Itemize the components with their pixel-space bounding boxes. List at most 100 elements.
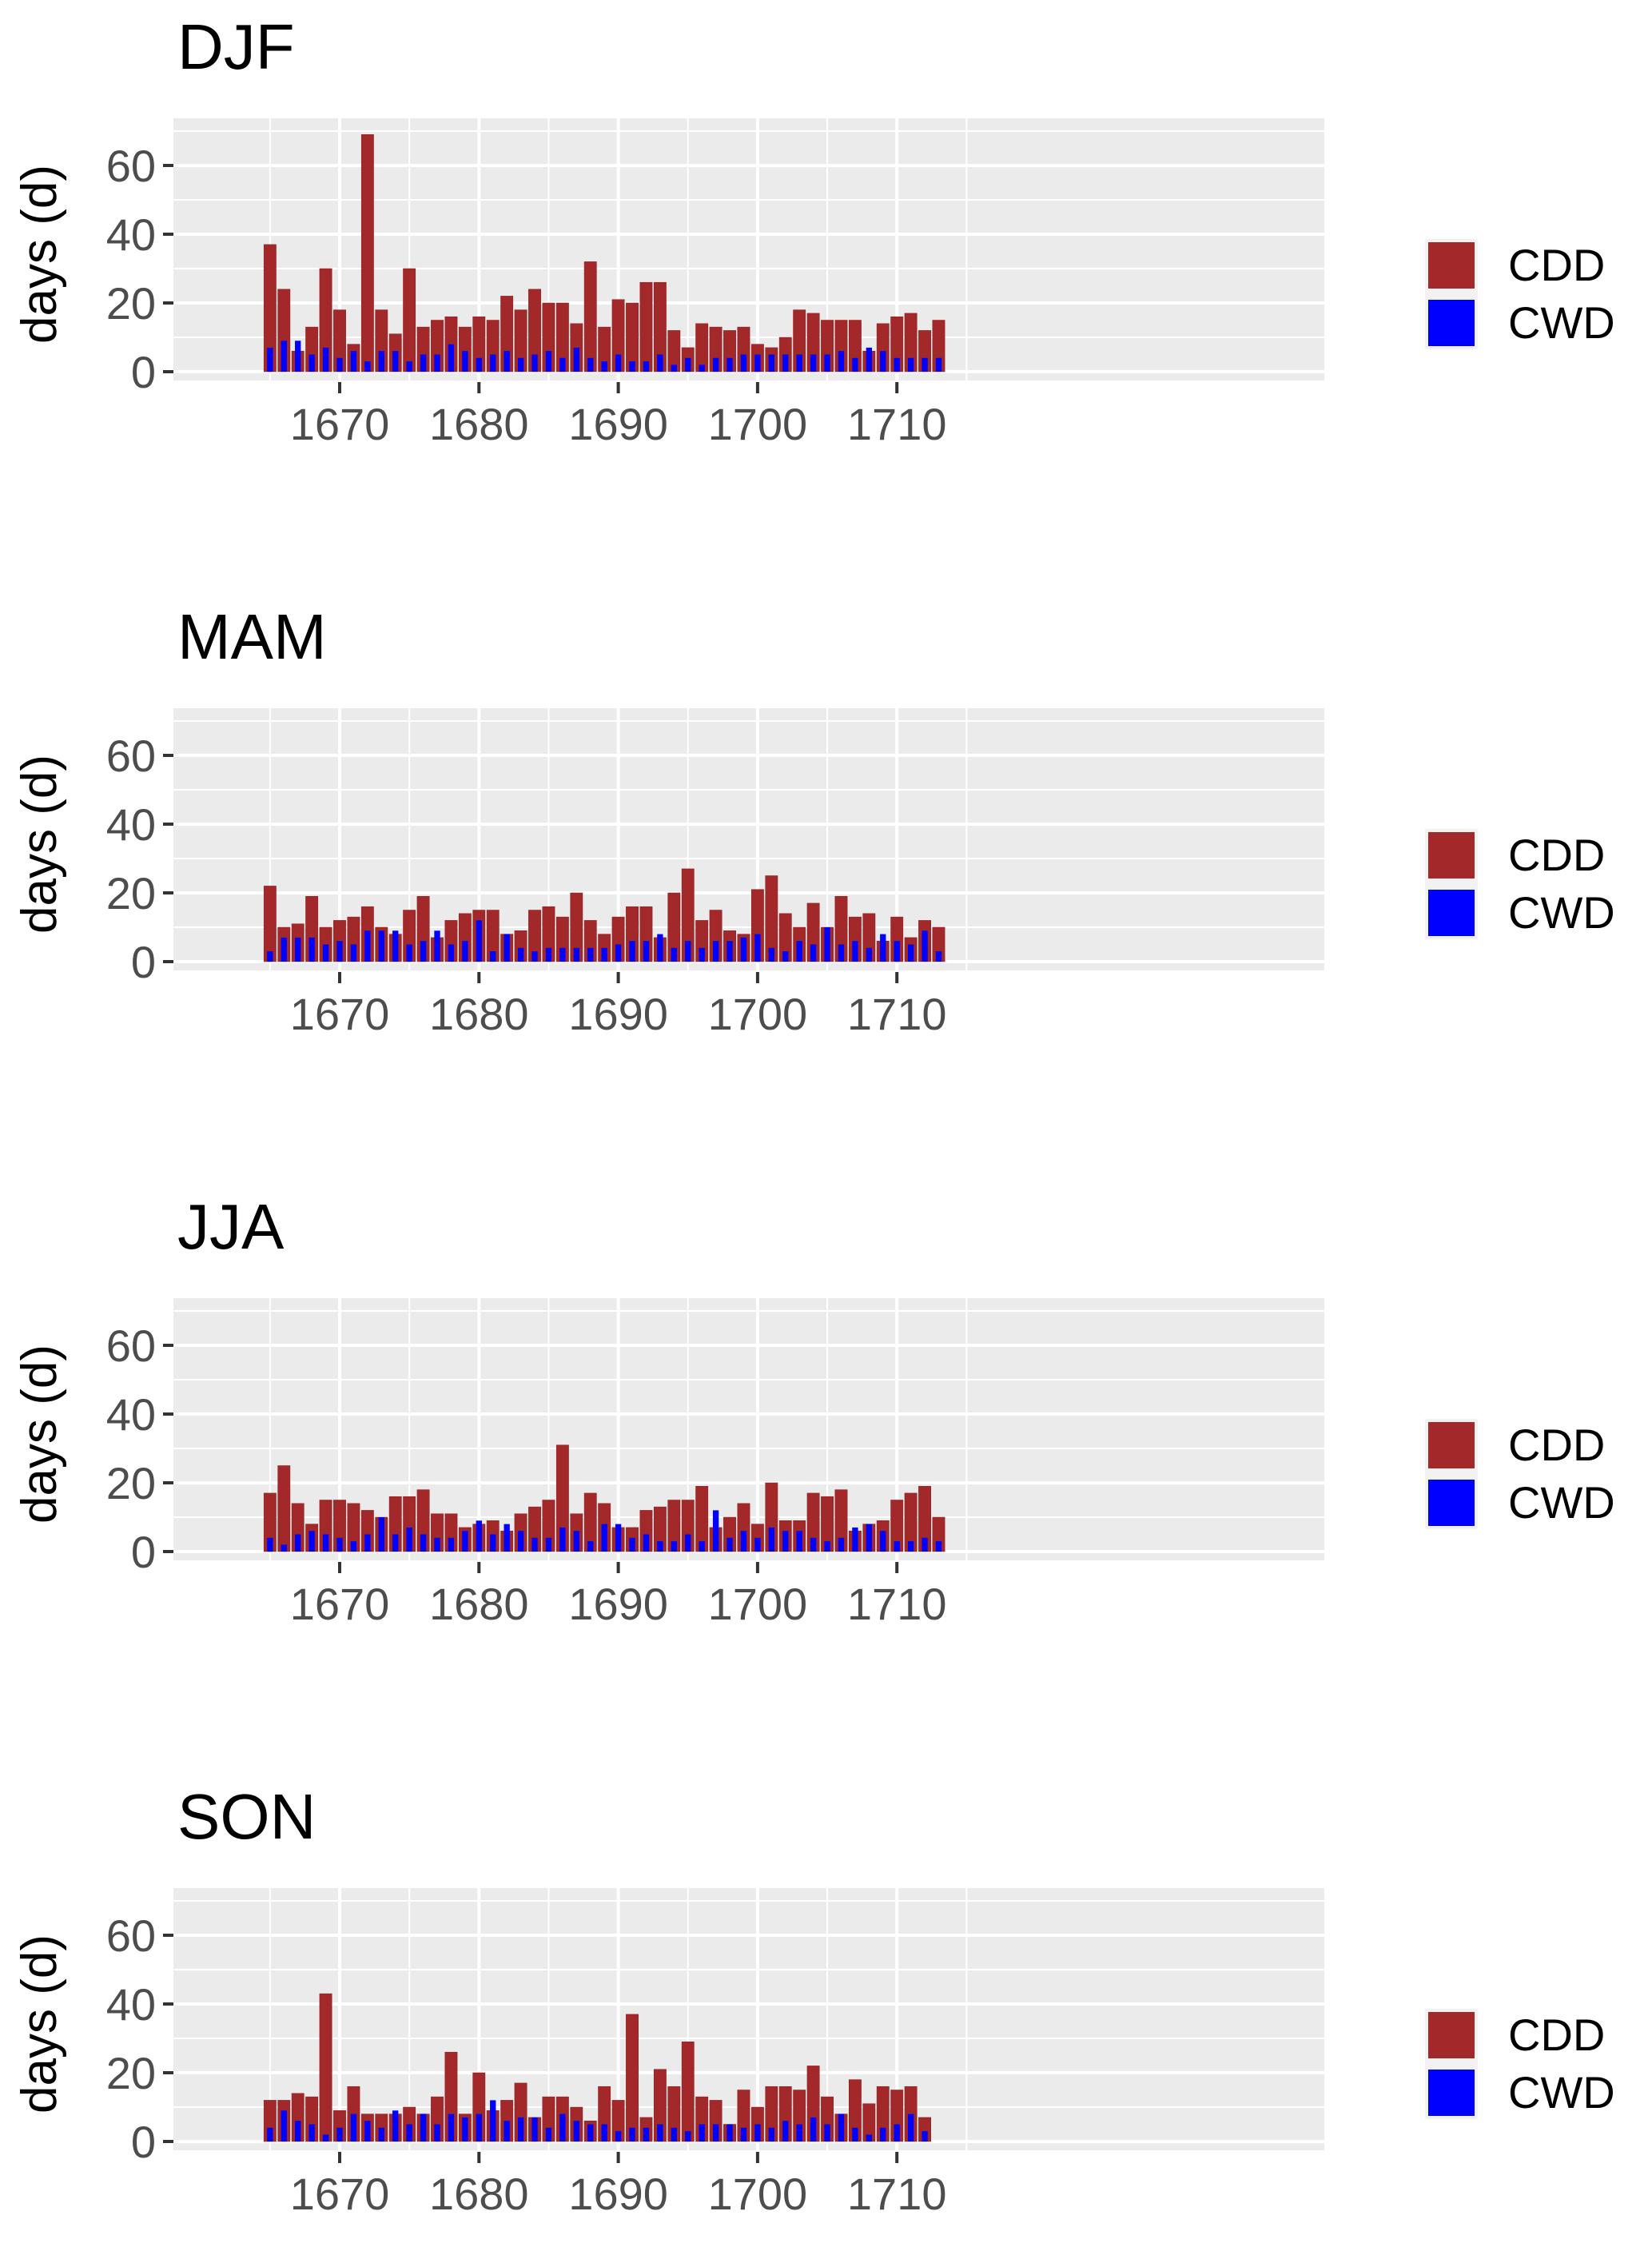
y-tick-label: 20 <box>106 278 156 329</box>
bar-cwd-1691 <box>629 361 635 372</box>
bar-cwd-1669 <box>322 347 329 372</box>
bar-cwd-1704 <box>810 2117 817 2141</box>
y-tick-label: 0 <box>131 937 156 987</box>
panel-mam: MAM 0 20 40 60 1670 1680 1690 1700 1710 days (d) CD… <box>12 601 1615 1039</box>
bar-cwd-1677 <box>434 930 440 962</box>
bar-cwd-1702 <box>782 1531 789 1552</box>
bar-cwd-1706 <box>838 2114 845 2141</box>
bar-cwd-1668 <box>309 2124 315 2141</box>
bar-cwd-1676 <box>420 1534 427 1552</box>
bar-cwd-1707 <box>852 357 858 372</box>
bar-cwd-1708 <box>866 2134 873 2141</box>
bar-cwd-1669 <box>322 944 329 962</box>
bar-cwd-1689 <box>601 947 607 962</box>
bar-cwd-1692 <box>643 361 650 372</box>
bar-cwd-1678 <box>448 344 455 372</box>
bar-cwd-1706 <box>838 944 845 962</box>
bar-cwd-1672 <box>364 2121 371 2141</box>
x-tick-label: 1690 <box>568 399 668 449</box>
bar-cwd-1708 <box>866 947 873 962</box>
bar-cwd-1688 <box>587 357 594 372</box>
bar-cwd-1712 <box>922 930 928 962</box>
bar-cwd-1670 <box>336 2127 343 2141</box>
bar-cwd-1712 <box>922 357 928 372</box>
bar-cwd-1708 <box>866 1524 873 1552</box>
bar-cwd-1700 <box>754 934 761 962</box>
legend-label-cwd: CWD <box>1508 297 1615 348</box>
x-tick-label: 1680 <box>429 2169 529 2219</box>
bar-cwd-1665 <box>267 347 273 372</box>
y-tick-label: 60 <box>106 1321 156 1371</box>
bar-cwd-1689 <box>601 2124 607 2141</box>
y-axis-label: days (d) <box>12 1345 67 1524</box>
bar-cwd-1677 <box>434 2124 440 2141</box>
bar-cwd-1705 <box>824 1541 830 1552</box>
bar-cdd-1669 <box>319 1993 332 2142</box>
bar-cwd-1673 <box>378 930 384 962</box>
bar-cwd-1683 <box>517 357 524 372</box>
panel-title: JJA <box>177 1191 285 1262</box>
bar-cwd-1679 <box>462 941 468 962</box>
bar-cwd-1668 <box>309 354 315 372</box>
bar-cwd-1684 <box>531 354 538 372</box>
bar-cwd-1688 <box>587 1541 594 1552</box>
bar-cwd-1665 <box>267 2127 273 2141</box>
bar-cwd-1682 <box>504 351 510 372</box>
bar-cwd-1705 <box>824 2124 830 2141</box>
bar-cwd-1686 <box>559 357 566 372</box>
bar-cwd-1685 <box>545 351 552 372</box>
bar-cwd-1712 <box>922 1537 928 1552</box>
bar-cwd-1697 <box>712 941 719 962</box>
bar-cwd-1710 <box>894 357 900 372</box>
bar-cwd-1668 <box>309 1531 315 1552</box>
bar-cwd-1697 <box>712 2124 719 2141</box>
bar-cwd-1674 <box>392 930 399 962</box>
bar-cwd-1704 <box>810 354 817 372</box>
y-tick-label: 60 <box>106 1910 156 1961</box>
bar-cwd-1684 <box>531 1537 538 1552</box>
bar-cwd-1702 <box>782 2121 789 2141</box>
bar-cwd-1677 <box>434 1537 440 1552</box>
legend-label-cwd: CWD <box>1508 887 1615 938</box>
bar-cwd-1702 <box>782 951 789 962</box>
bar-cwd-1691 <box>629 1537 635 1552</box>
bar-cwd-1693 <box>657 934 663 962</box>
x-tick-label: 1690 <box>568 1579 668 1629</box>
bar-cwd-1672 <box>364 1534 371 1552</box>
bar-cwd-1693 <box>657 2124 663 2141</box>
bar-cwd-1711 <box>907 2114 914 2141</box>
bar-cwd-1692 <box>643 1534 650 1552</box>
bar-cwd-1687 <box>573 2121 579 2141</box>
bar-cwd-1691 <box>629 2127 635 2141</box>
bar-cwd-1697 <box>712 1510 719 1552</box>
x-tick-label: 1710 <box>847 1579 947 1629</box>
legend-swatch-cdd <box>1428 242 1475 289</box>
bar-cwd-1679 <box>462 1531 468 1552</box>
bar-cwd-1684 <box>531 951 538 962</box>
bar-cwd-1675 <box>406 361 412 372</box>
bar-cwd-1671 <box>350 2114 357 2141</box>
plot-background <box>173 708 1324 972</box>
legend-swatch-cwd <box>1428 300 1475 346</box>
bar-cwd-1691 <box>629 941 635 962</box>
panel-title: MAM <box>177 601 327 672</box>
bar-cwd-1667 <box>295 341 301 372</box>
bar-cwd-1711 <box>907 1541 914 1552</box>
bar-cwd-1679 <box>462 2117 468 2141</box>
x-tick-label: 1690 <box>568 2169 668 2219</box>
x-tick-label: 1680 <box>429 1579 529 1629</box>
bar-cwd-1705 <box>824 927 830 962</box>
x-tick-label: 1670 <box>290 989 390 1039</box>
legend: CDD CWD <box>1425 1419 1615 1529</box>
bar-cwd-1705 <box>824 354 830 372</box>
bar-cwd-1680 <box>476 920 482 962</box>
legend-label-cdd: CDD <box>1508 830 1605 880</box>
x-tick-label: 1700 <box>708 2169 808 2219</box>
bar-cwd-1701 <box>768 354 774 372</box>
bar-cwd-1681 <box>490 951 496 962</box>
bar-cdd-1691 <box>626 2014 639 2142</box>
bar-cwd-1685 <box>545 1537 552 1552</box>
y-tick-label: 40 <box>106 1979 156 2030</box>
bar-cwd-1709 <box>880 1531 886 1552</box>
